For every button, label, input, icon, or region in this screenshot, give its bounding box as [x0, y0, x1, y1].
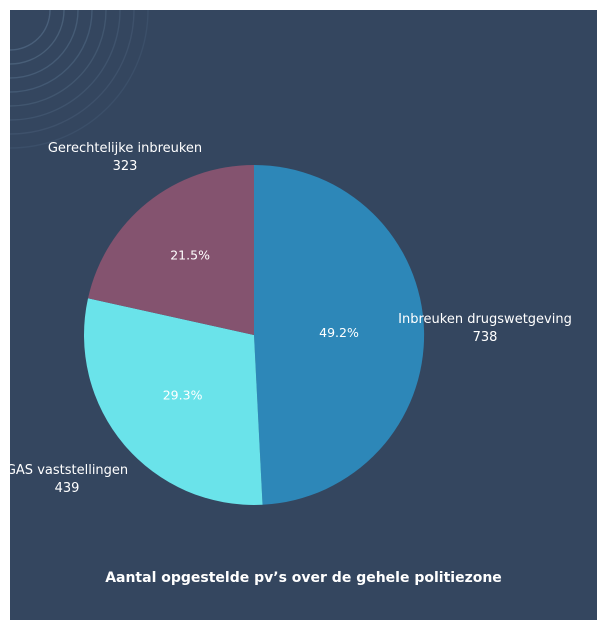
slice-name-label: Inbreuken drugswetgeving [398, 312, 572, 327]
slice-name-label: GAS vaststellingen [10, 463, 128, 478]
slice-value-label: 323 [113, 159, 138, 174]
pie-slice [84, 298, 263, 506]
slice-value-label: 738 [473, 330, 498, 345]
pie-slice [254, 164, 425, 505]
slice-percent-label: 21.5% [170, 248, 210, 263]
pie-slice [88, 165, 255, 335]
slice-percent-label: 49.2% [319, 325, 359, 340]
pie-chart: 49.2% Inbreuken drugswetgeving 738 29.3% GAS… [10, 141, 572, 506]
slice-percent-label: 29.3% [163, 387, 203, 402]
slice-name-label: Gerechtelijke inbreuken [48, 141, 202, 156]
slice-value-label: 439 [55, 481, 80, 496]
chart-title: Aantal opgestelde pv’s over de gehele po… [105, 570, 502, 586]
chart-panel: 49.2% Inbreuken drugswetgeving 738 29.3% GAS… [10, 10, 597, 620]
